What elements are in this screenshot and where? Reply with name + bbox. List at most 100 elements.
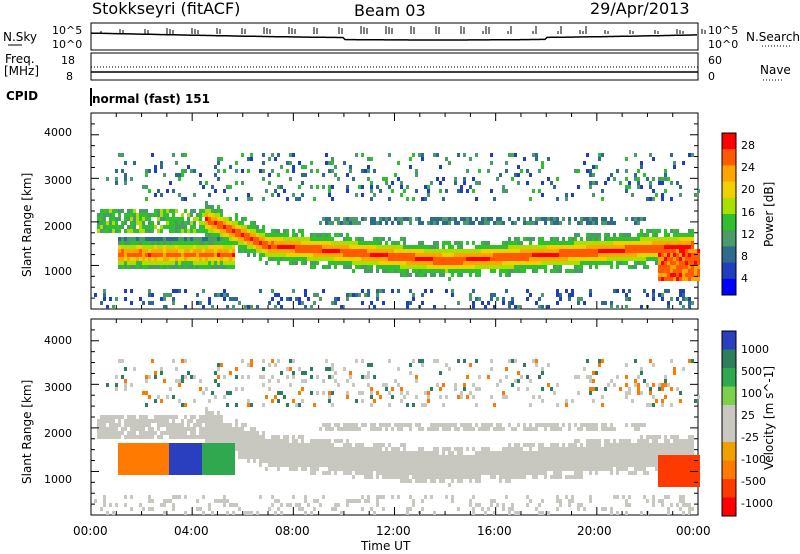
power-cell	[196, 213, 199, 217]
velocity-cell	[190, 459, 193, 463]
power-cell	[415, 253, 418, 257]
velocity-cell	[358, 463, 361, 467]
velocity-cell	[532, 471, 535, 475]
power-cell	[250, 153, 253, 157]
velocity-cell	[133, 471, 136, 475]
power-cell	[526, 289, 529, 293]
power-cell	[421, 245, 424, 249]
velocity-cell	[442, 471, 445, 475]
velocity-cell	[115, 423, 118, 427]
power-cell	[613, 253, 616, 257]
velocity-cell	[484, 455, 487, 459]
power-cell	[463, 177, 466, 181]
power-cell	[145, 253, 148, 257]
power-cell	[607, 245, 610, 249]
velocity-cell	[295, 459, 298, 463]
velocity-cell	[463, 383, 466, 387]
velocity-cell	[259, 447, 262, 451]
power-cell	[433, 153, 436, 157]
power-cell	[622, 257, 625, 261]
power-cell	[118, 225, 121, 229]
velocity-cell	[235, 443, 238, 447]
velocity-cell	[271, 495, 274, 499]
velocity-cell	[580, 423, 583, 427]
power-cell	[121, 169, 124, 173]
power-cell	[412, 253, 415, 257]
power-cell	[418, 265, 421, 269]
power-cell	[604, 233, 607, 237]
power-cell	[664, 177, 667, 181]
velocity-cell	[265, 455, 268, 459]
velocity-cell	[490, 499, 493, 503]
power-cell	[130, 257, 133, 261]
velocity-cell	[259, 463, 262, 467]
power-cell	[559, 261, 562, 265]
velocity-cell	[346, 451, 349, 455]
power-cell	[448, 253, 451, 257]
velocity-cell	[142, 415, 145, 419]
power-cell	[631, 245, 634, 249]
power-cell	[523, 237, 526, 241]
power-cell	[685, 237, 688, 241]
power-cell	[556, 241, 559, 245]
power-cell	[367, 245, 370, 249]
power-cell	[217, 205, 220, 209]
velocity-cell	[127, 467, 130, 471]
power-cell	[247, 241, 250, 245]
velocity-cell	[223, 503, 226, 507]
velocity-cell	[544, 459, 547, 463]
velocity-cell	[469, 391, 472, 395]
velocity-cell	[148, 495, 151, 499]
power-cell	[547, 241, 550, 245]
velocity-cell	[178, 399, 181, 403]
power-cell	[157, 253, 160, 257]
power-cell	[178, 217, 181, 221]
power-cell	[286, 169, 289, 173]
power-cell	[421, 261, 424, 265]
power-cell	[454, 261, 457, 265]
power-cell	[166, 293, 169, 297]
velocity-cell	[217, 443, 220, 447]
power-cell	[664, 245, 667, 249]
velocity-cell	[307, 503, 310, 507]
power-cell	[391, 221, 394, 225]
power-cell	[217, 161, 220, 165]
power-cell	[397, 261, 400, 265]
velocity-cell	[424, 455, 427, 459]
velocity-cell	[283, 463, 286, 467]
power-cell	[175, 161, 178, 165]
velocity-cell	[211, 411, 214, 415]
power-cell	[442, 273, 445, 277]
power-cell	[472, 289, 475, 293]
velocity-cell	[439, 467, 442, 471]
power-cell	[196, 265, 199, 269]
power-cell	[193, 229, 196, 233]
velocity-cell	[583, 459, 586, 463]
power-cell	[619, 233, 622, 237]
velocity-cell	[571, 499, 574, 503]
power-cell	[556, 197, 559, 201]
velocity-cell	[262, 435, 265, 439]
power-cell	[514, 245, 517, 249]
velocity-cell	[193, 455, 196, 459]
power-cell	[388, 249, 391, 253]
power-cell	[259, 241, 262, 245]
velocity-cell	[181, 443, 184, 447]
velocity-cell	[157, 419, 160, 423]
velocity-cell	[565, 463, 568, 467]
power-cell	[595, 261, 598, 265]
velocity-cell	[319, 451, 322, 455]
velocity-cell	[601, 427, 604, 431]
velocity-cell	[199, 379, 202, 383]
velocity-cell	[427, 467, 430, 471]
power-cell	[409, 257, 412, 261]
power-cell	[193, 249, 196, 253]
power-cell	[370, 157, 373, 161]
power-cell	[421, 257, 424, 261]
power-cell	[691, 257, 694, 261]
velocity-cell	[406, 475, 409, 479]
velocity-cell	[172, 459, 175, 463]
power-cell	[640, 165, 643, 169]
power-cell	[616, 237, 619, 241]
velocity-cell	[361, 463, 364, 467]
